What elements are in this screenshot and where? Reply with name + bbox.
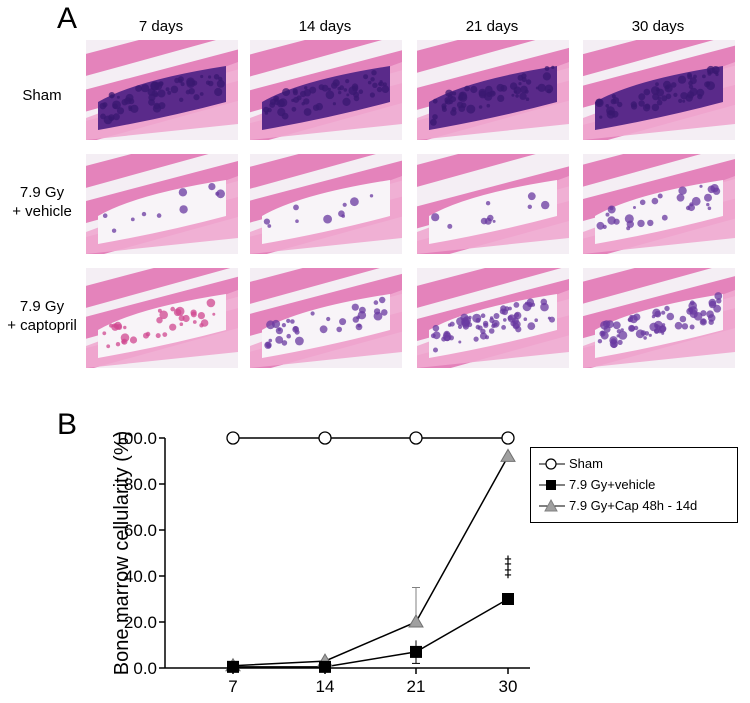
data-point-0-1 — [318, 431, 332, 445]
significance-mark-0: ‡ — [505, 565, 512, 581]
data-point-2-3 — [500, 448, 516, 462]
micrograph-r2-c1 — [86, 154, 238, 254]
column-label-21-days: 21 days — [465, 18, 519, 35]
panel-a-letter: A — [57, 2, 78, 35]
data-point-1-2 — [410, 645, 422, 658]
series-line-2 — [232, 456, 509, 667]
x-tick-label-0: 7 — [228, 677, 237, 696]
significance-mark-1: ‡ — [505, 554, 512, 570]
row-label-sham-line1: Sham — [22, 87, 62, 104]
data-point-1-3 — [502, 593, 514, 605]
series-line-1 — [233, 598, 509, 668]
micrograph-r1-c3 — [417, 40, 569, 140]
row-label-captopril-line1: 7.9 Gy — [19, 298, 65, 315]
column-label-7-days: 7 days — [138, 18, 184, 35]
legend-square-filled-icon — [539, 480, 565, 490]
legend-triangle-gray-icon — [539, 498, 565, 512]
micrograph-r1-c2 — [250, 40, 402, 140]
y-axis-label: Bone marrow cellularity (%) — [111, 431, 133, 676]
micrograph-r2-c3 — [417, 154, 569, 254]
data-point-0-2 — [409, 431, 423, 445]
legend-label-vehicle: 7.9 Gy+vehicle — [569, 477, 656, 492]
row-label-vehicle-line2: + vehicle — [12, 203, 72, 220]
row-label-captopril-line2: + captopril — [7, 317, 77, 334]
y-tick-label-0: 0.0 — [133, 659, 157, 678]
y-tick-label-1: 20.0 — [124, 613, 157, 632]
y-tick-label-2: 40.0 — [124, 567, 157, 586]
micrograph-r3-c4 — [583, 268, 735, 368]
micrograph-r1-c1 — [86, 40, 238, 140]
legend-label-sham: Sham — [569, 456, 603, 471]
micrograph-r2-c2 — [250, 154, 402, 254]
row-label-vehicle: 7.9 Gy + vehicle — [0, 183, 84, 221]
panel-b-letter: B — [57, 408, 78, 441]
x-tick-label-2: 21 — [407, 677, 426, 696]
legend-circle-open-icon — [539, 458, 565, 470]
legend-label-captopril: 7.9 Gy+Cap 48h - 14d — [569, 498, 698, 513]
data-point-0-0 — [226, 431, 240, 445]
column-label-30-days: 30 days — [631, 18, 685, 35]
row-label-captopril: 7.9 Gy + captopril — [0, 297, 84, 335]
data-point-1-1 — [319, 660, 331, 673]
micrograph-r2-c4 — [583, 154, 735, 254]
data-point-0-3 — [501, 431, 515, 445]
micrograph-r1-c4 — [583, 40, 735, 140]
x-tick-label-1: 14 — [316, 677, 335, 696]
data-point-1-0 — [227, 660, 239, 673]
data-point-2-2 — [408, 614, 424, 628]
row-label-sham: Sham — [0, 86, 84, 105]
chart-legend: Sham 7.9 Gy+vehicle 7.9 Gy+Cap 48h - 14d — [530, 447, 738, 523]
column-label-14-days: 14 days — [298, 18, 352, 35]
y-tick-label-5: 100.0 — [114, 429, 157, 448]
micrograph-r3-c1 — [86, 268, 238, 368]
row-label-vehicle-line1: 7.9 Gy — [19, 184, 65, 201]
x-tick-label-3: 30 — [499, 677, 518, 696]
y-tick-label-3: 60.0 — [124, 521, 157, 540]
micrograph-r3-c2 — [250, 268, 402, 368]
y-tick-label-4: 80.0 — [124, 475, 157, 494]
micrograph-r3-c3 — [417, 268, 569, 368]
